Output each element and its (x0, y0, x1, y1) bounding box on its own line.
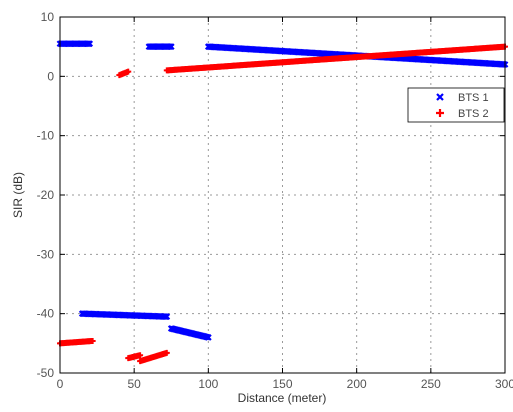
data-point (86, 40, 94, 48)
y-tick-label: 0 (47, 69, 54, 83)
x-tick-label: 50 (127, 377, 141, 391)
data-point (125, 68, 132, 75)
y-tick-label: -40 (37, 307, 55, 321)
x-tick-label: 250 (421, 377, 441, 391)
y-tick-label: -50 (37, 366, 55, 380)
legend: BTS 1 BTS 2 (407, 87, 505, 123)
series-bts-2 (57, 43, 508, 365)
grid-layer (60, 17, 505, 373)
y-tick-label: -30 (37, 247, 55, 261)
x-tick-label: 100 (198, 377, 218, 391)
y-axis-title: SIR (dB) (11, 172, 25, 218)
legend-label: BTS 1 (458, 92, 489, 104)
y-tick-label: -10 (37, 129, 55, 143)
x-tick-label: 150 (272, 377, 292, 391)
legend-marker (436, 109, 444, 117)
x-axis-title: Distance (meter) (238, 391, 327, 405)
data-point (163, 313, 171, 321)
series-bts-1 (56, 40, 509, 341)
data-point (137, 352, 144, 359)
x-tick-label: 200 (347, 377, 367, 391)
data-point (89, 337, 96, 344)
legend-box (407, 87, 505, 123)
legend-entries: BTS 1 BTS 2 (436, 92, 489, 120)
legend-label: BTS 2 (458, 108, 489, 120)
series-layer (56, 40, 509, 365)
x-tick-label: 0 (57, 377, 64, 391)
data-point (163, 349, 170, 356)
data-point (204, 334, 212, 341)
legend-marker (436, 93, 444, 101)
x-tick-label: 300 (495, 377, 513, 391)
y-tick-label: -20 (37, 188, 55, 202)
data-point (167, 43, 175, 51)
y-tick-label: 10 (41, 10, 55, 24)
